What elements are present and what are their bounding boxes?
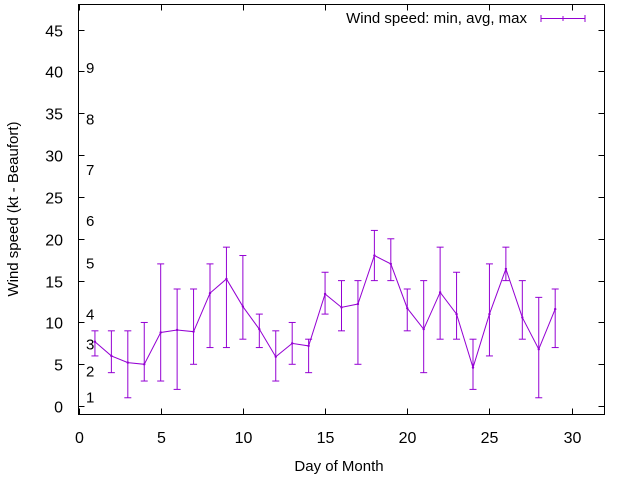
beaufort-label: 2 [86,363,94,380]
y-tick-label: 0 [54,400,63,417]
y-tick-label: 10 [45,316,63,333]
y-tick-label: 15 [45,275,63,292]
x-tick-label: 20 [399,430,417,447]
beaufort-label: 5 [86,256,94,273]
x-axis-ticks: 0 5 10 15 20 25 30 [75,4,582,447]
x-tick-label: 25 [481,430,499,447]
x-tick-label: 10 [235,430,253,447]
x-tick-label: 30 [564,430,582,447]
plot-frame [78,4,605,415]
y-tick-label: 40 [45,65,63,82]
y-tick-label: 35 [45,107,63,124]
x-axis-title: Day of Month [294,458,383,475]
legend-line-sample [540,15,586,22]
x-tick-label: 15 [317,430,335,447]
beaufort-label: 6 [86,213,94,230]
beaufort-label: 3 [86,337,94,354]
y-tick-label: 5 [54,358,63,375]
x-tick-label: 0 [75,430,84,447]
beaufort-label: 8 [86,112,94,129]
beaufort-label: 1 [86,389,94,406]
y-tick-label: 30 [45,149,63,166]
beaufort-scale-labels: 1 2 3 4 5 6 7 8 9 [86,60,94,407]
beaufort-label: 9 [86,60,94,77]
y-tick-label: 25 [45,191,63,208]
x-tick-label: 5 [157,430,166,447]
y-axis-title: Wind speed (kt - Beaufort) [5,121,22,296]
y-tick-label: 20 [45,233,63,250]
series-layer [91,229,559,399]
y-tick-label: 45 [45,24,63,41]
avg-line [94,254,556,370]
legend-label: Wind speed: min, avg, max [346,10,527,27]
legend: Wind speed: min, avg, max [346,10,586,27]
beaufort-label: 7 [86,162,94,179]
beaufort-label: 4 [86,307,94,324]
